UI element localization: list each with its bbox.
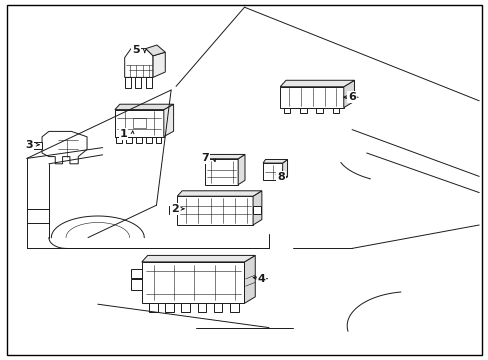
Polygon shape xyxy=(177,196,253,225)
Polygon shape xyxy=(42,131,87,164)
Polygon shape xyxy=(263,163,282,180)
Polygon shape xyxy=(26,142,42,149)
Text: 5: 5 xyxy=(132,45,140,55)
Polygon shape xyxy=(204,159,238,185)
Polygon shape xyxy=(244,256,255,303)
Polygon shape xyxy=(280,80,354,87)
Polygon shape xyxy=(142,262,244,303)
Polygon shape xyxy=(204,154,244,159)
Polygon shape xyxy=(280,87,343,108)
Bar xyxy=(126,136,132,143)
Polygon shape xyxy=(282,159,287,180)
Text: 8: 8 xyxy=(277,172,285,182)
Bar xyxy=(145,136,151,143)
Bar xyxy=(135,77,141,88)
Bar xyxy=(124,77,130,88)
Bar xyxy=(299,108,306,113)
Bar xyxy=(165,303,174,312)
Polygon shape xyxy=(145,45,165,56)
Polygon shape xyxy=(343,80,354,108)
Bar xyxy=(213,303,222,312)
Bar xyxy=(145,77,151,88)
Polygon shape xyxy=(263,159,287,163)
Text: 6: 6 xyxy=(347,92,355,102)
Polygon shape xyxy=(177,191,262,196)
Bar xyxy=(283,108,290,113)
Bar xyxy=(149,303,158,312)
Polygon shape xyxy=(153,52,165,77)
Bar xyxy=(181,303,190,312)
Bar xyxy=(332,108,339,113)
Text: 7: 7 xyxy=(201,153,209,163)
Bar xyxy=(229,303,238,312)
Polygon shape xyxy=(115,109,163,136)
Bar xyxy=(136,136,142,143)
Polygon shape xyxy=(115,104,173,109)
Bar xyxy=(253,206,261,214)
Bar xyxy=(316,108,323,113)
Text: 3: 3 xyxy=(25,140,33,150)
Polygon shape xyxy=(142,256,255,262)
Text: 1: 1 xyxy=(120,129,127,139)
Bar xyxy=(131,269,142,278)
Polygon shape xyxy=(124,49,153,77)
Bar xyxy=(132,118,146,128)
Polygon shape xyxy=(253,191,262,225)
Bar xyxy=(155,136,161,143)
Polygon shape xyxy=(163,104,173,136)
Bar xyxy=(169,206,177,214)
Polygon shape xyxy=(238,154,244,185)
Text: 4: 4 xyxy=(257,274,265,284)
Bar xyxy=(197,303,206,312)
Text: 2: 2 xyxy=(170,204,178,214)
Bar xyxy=(116,136,122,143)
Bar xyxy=(131,279,142,290)
